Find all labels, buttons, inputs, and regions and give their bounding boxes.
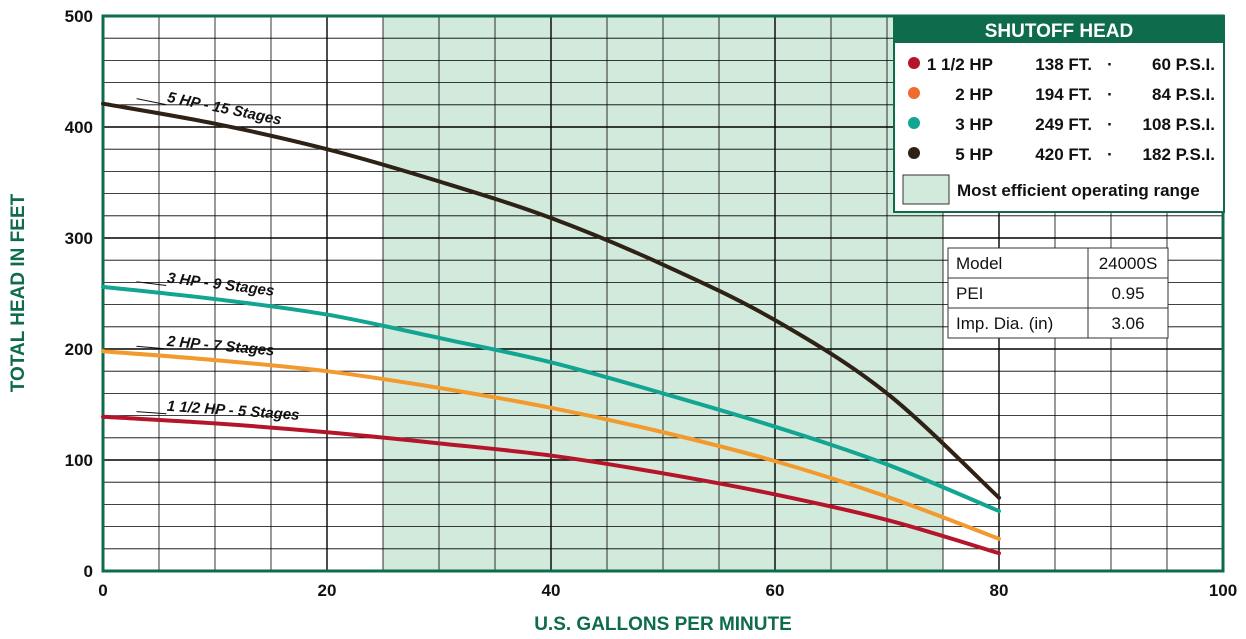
curve-label: 5 HP - 15 Stages [166, 89, 283, 129]
legend-title: SHUTOFF HEAD [985, 21, 1133, 42]
x-tick-label: 0 [98, 581, 107, 600]
curve-label-leader [136, 281, 167, 286]
x-axis-ticks: 0 20 40 60 80 100 [98, 581, 1237, 600]
legend-hp: 1 1/2 HP [927, 55, 993, 74]
spec-label: Model [956, 254, 1002, 273]
legend-dot [908, 147, 920, 159]
y-tick-label: 100 [65, 451, 93, 470]
curve-label-leader [136, 98, 167, 106]
legend-dot [908, 87, 920, 99]
legend-separator: · [1107, 145, 1113, 164]
curve-3-hp-9-stages [101, 284, 1001, 514]
legend-feet: 249 FT. [1035, 115, 1092, 134]
legend-psi: 182 P.S.I. [1143, 145, 1215, 164]
performance-curves [101, 101, 1001, 556]
legend-feet: 194 FT. [1035, 85, 1092, 104]
x-tick-label: 60 [766, 581, 785, 600]
legend-hp: 2 HP [955, 85, 993, 104]
legend-feet: 138 FT. [1035, 55, 1092, 74]
curve-label-leader [136, 345, 167, 350]
x-tick-label: 100 [1209, 581, 1237, 600]
x-tick-label: 20 [318, 581, 337, 600]
y-tick-label: 400 [65, 118, 93, 137]
spec-value: 3.06 [1111, 314, 1144, 333]
spec-table: Model 24000S PEI 0.95 Imp. Dia. (in) 3.06 [947, 247, 1169, 339]
plot-frame [101, 14, 1225, 573]
spec-value: 0.95 [1111, 284, 1144, 303]
legend-separator: · [1107, 85, 1113, 104]
efficient-range-label: Most efficient operating range [957, 181, 1200, 200]
curve-1-1-2-hp-5-stages [101, 414, 1001, 556]
y-tick-label: 0 [84, 562, 93, 581]
legend-psi: 108 P.S.I. [1143, 115, 1215, 134]
legend-psi: 60 P.S.I. [1152, 55, 1215, 74]
legend-dot [908, 57, 920, 69]
y-tick-label: 300 [65, 229, 93, 248]
curve-2-hp-7-stages [101, 349, 1001, 541]
spec-label: Imp. Dia. (in) [956, 314, 1053, 333]
curve-5-hp-15-stages [101, 101, 1001, 500]
y-tick-label: 200 [65, 340, 93, 359]
efficient-range-swatch [902, 174, 950, 205]
legend-dot [908, 117, 920, 129]
y-tick-label: 500 [65, 7, 93, 26]
y-axis-title: TOTAL HEAD IN FEET [8, 193, 29, 392]
x-axis-title: U.S. GALLONS PER MINUTE [534, 614, 792, 635]
x-tick-label: 80 [990, 581, 1009, 600]
legend-header [894, 16, 1224, 43]
legend-feet: 420 FT. [1035, 145, 1092, 164]
y-axis-ticks: 0 100 200 300 400 500 [65, 7, 93, 581]
spec-table-box [947, 247, 1169, 339]
legend-hp: 3 HP [955, 115, 993, 134]
shutoff-head-legend: SHUTOFF HEAD 1 1/2 HP 138 FT. · 60 P.S.I. 2 … [893, 15, 1225, 213]
spec-value: 24000S [1099, 254, 1158, 273]
curve-label-group: 3 HP - 9 Stages [136, 270, 275, 300]
legend-separator: · [1107, 55, 1113, 74]
legend-separator: · [1107, 115, 1113, 134]
curve-label-leader [136, 411, 167, 415]
spec-label: PEI [956, 284, 983, 303]
x-tick-label: 40 [542, 581, 561, 600]
legend-psi: 84 P.S.I. [1152, 85, 1215, 104]
legend-hp: 5 HP [955, 145, 993, 164]
